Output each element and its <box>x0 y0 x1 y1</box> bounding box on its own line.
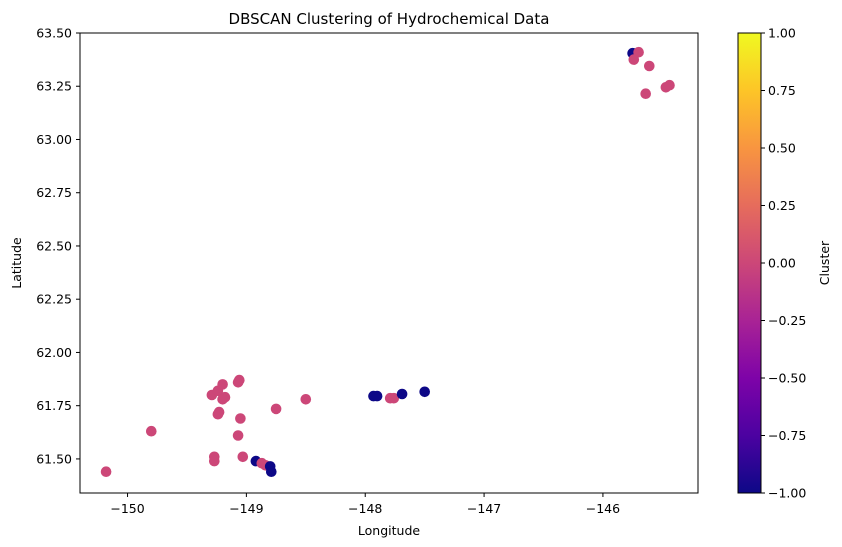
data-point <box>146 425 157 437</box>
y-tick-label: 62.50 <box>36 238 72 253</box>
data-point <box>209 455 220 467</box>
data-point <box>388 392 400 404</box>
data-point <box>237 451 249 463</box>
data-point <box>300 394 312 405</box>
x-tick-label: −150 <box>110 501 144 516</box>
colorbar-tick-label: 1.00 <box>768 26 796 41</box>
data-point <box>266 466 277 478</box>
x-axis-label: Longitude <box>358 523 420 538</box>
colorbar-tick-label: 0.75 <box>768 83 796 98</box>
data-point <box>235 413 246 424</box>
data-point <box>100 466 112 478</box>
colorbar-tick-label: 0.25 <box>768 198 796 213</box>
data-point <box>217 379 228 390</box>
data-point <box>232 430 244 441</box>
colorbar-tick-label: 0.50 <box>768 141 796 156</box>
data-point <box>213 406 225 418</box>
y-tick-label: 63.50 <box>36 26 72 41</box>
y-tick-label: 61.75 <box>36 398 72 413</box>
data-point <box>234 374 245 386</box>
x-tick-label: −148 <box>348 501 382 516</box>
colorbar-label: Cluster <box>817 240 832 285</box>
data-point <box>419 386 431 398</box>
data-point <box>396 388 408 400</box>
y-axis-label: Latitude <box>9 237 24 289</box>
y-tick-label: 63.00 <box>36 132 72 147</box>
data-point <box>664 79 675 91</box>
data-point <box>644 60 655 72</box>
plot-area-frame <box>79 32 699 494</box>
x-tick-label: −149 <box>229 501 263 516</box>
colorbar-tick-label: 0.00 <box>768 256 796 271</box>
y-tick-label: 62.25 <box>36 292 72 307</box>
y-tick-label: 63.25 <box>36 79 72 94</box>
y-tick-label: 62.00 <box>36 345 72 360</box>
x-tick-label: −147 <box>467 501 501 516</box>
data-point <box>633 46 644 58</box>
colorbar-tick-label: −0.50 <box>768 371 806 386</box>
y-tick-label: 61.50 <box>36 451 72 466</box>
colorbar-tick-label: −1.00 <box>768 486 806 501</box>
colorbar <box>737 32 762 494</box>
data-point <box>640 88 651 99</box>
points-layer <box>100 46 675 478</box>
chart-title: DBSCAN Clustering of Hydrochemical Data <box>229 10 550 28</box>
x-axis-ticks: −150 −149 −148 −147 −146 <box>110 493 620 516</box>
data-point <box>371 390 383 402</box>
data-point <box>270 403 282 415</box>
colorbar-tick-label: −0.25 <box>768 313 806 328</box>
y-axis-ticks: 61.50 61.75 62.00 62.25 62.50 62.75 63.00 63.25… <box>36 26 80 466</box>
colorbar-ticks: −1.00 −0.75 −0.50 −0.25 0.00 0.25 0.50 0.75 1.00 <box>761 26 806 501</box>
x-tick-label: −146 <box>586 501 620 516</box>
y-tick-label: 62.75 <box>36 185 72 200</box>
colorbar-tick-label: −0.75 <box>768 428 806 443</box>
data-point <box>217 394 228 405</box>
